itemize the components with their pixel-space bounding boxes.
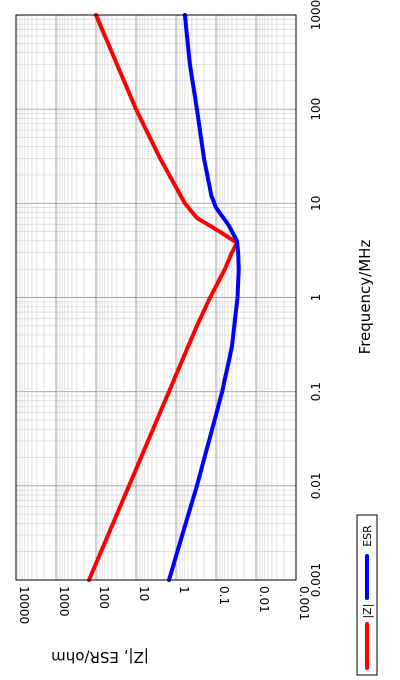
y-tick-label: 10 bbox=[137, 586, 151, 601]
y-axis-title: |Z|, ESR/ohm bbox=[51, 648, 149, 666]
legend-label-z: |Z| bbox=[361, 604, 374, 619]
y-tick-label: 1000 bbox=[57, 586, 71, 617]
x-tick-label: 1000 bbox=[309, 0, 323, 30]
x-tick-label: 0.01 bbox=[309, 472, 323, 499]
series-layer bbox=[87, 13, 241, 582]
x-tick-label: 0.001 bbox=[309, 563, 323, 597]
legend-label-esr: ESR bbox=[361, 525, 374, 547]
y-tick-label: 1 bbox=[177, 586, 191, 594]
x-tick-label: 0.1 bbox=[309, 382, 323, 401]
x-tick-label: 100 bbox=[309, 98, 323, 121]
grid-lines bbox=[16, 15, 297, 581]
y-tick-label: 0.01 bbox=[257, 586, 271, 613]
x-tick-label: 1 bbox=[309, 294, 323, 302]
y-tick-label: 10000 bbox=[17, 586, 31, 624]
y-tick-labels: 0.001 0.01 0.1 1 10 100 1000 10000 bbox=[17, 586, 311, 624]
esr-series-line bbox=[167, 13, 241, 582]
legend: |Z| ESR bbox=[356, 514, 378, 676]
y-tick-label: 0.1 bbox=[217, 586, 231, 605]
x-tick-labels: 0.001 0.01 0.1 1 10 100 1000 bbox=[309, 0, 323, 597]
x-axis-title: Frequency/MHz bbox=[356, 240, 374, 355]
plot-frame bbox=[15, 14, 297, 581]
y-tick-label: 100 bbox=[97, 586, 111, 609]
x-tick-label: 10 bbox=[309, 196, 323, 211]
y-tick-label: 0.001 bbox=[297, 586, 311, 620]
